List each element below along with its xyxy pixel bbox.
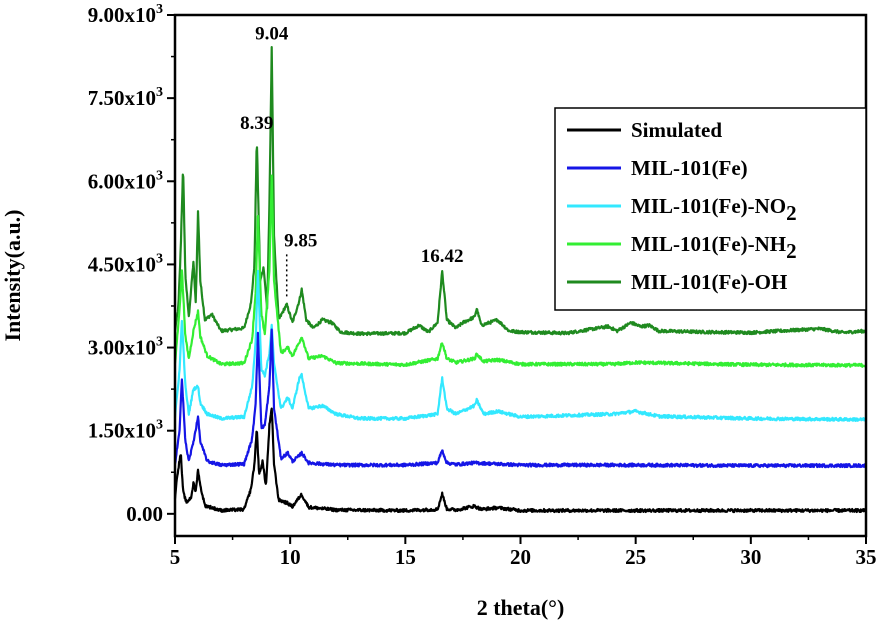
x-tick-label: 10 [280, 545, 301, 569]
x-tick-label: 25 [625, 545, 646, 569]
peak-annotation: 16.42 [421, 246, 464, 267]
x-tick-label: 5 [170, 545, 181, 569]
x-tick-label: 30 [740, 545, 761, 569]
series-line-mil-101-fe-no2 [173, 269, 868, 422]
y-tick-label: 6.00x103 [88, 168, 163, 193]
y-tick-label: 4.50x103 [88, 251, 163, 276]
series-line-mil-101-fe-nh2 [173, 174, 867, 368]
legend: Simulated MIL-101(Fe) MIL-101(Fe)-NO2 MIL-1… [554, 107, 867, 311]
series-line-mil-101-fe-oh [173, 46, 867, 337]
peak-annotation: 8.39 [240, 113, 273, 134]
y-tick-label: 3.00x103 [88, 335, 163, 360]
annotation-layer: 9.04 8.39 9.85 16.42 [240, 23, 464, 297]
x-axis: 5 10 15 20 25 30 35 [170, 536, 877, 569]
series-line-simulated [173, 407, 867, 514]
y-axis: 0.00 1.50x103 3.00x103 4.50x103 6.00x103 7.50… [88, 2, 175, 526]
series-line-mil-101-fe [173, 328, 867, 469]
peak-annotation: 9.04 [255, 23, 289, 44]
x-tick-label: 20 [510, 545, 531, 569]
legend-label: Simulated [631, 118, 722, 142]
legend-label: MIL-101(Fe)-OH [631, 270, 787, 294]
y-tick-label: 7.50x103 [88, 85, 163, 110]
y-axis-title: Intensity(a.u.) [0, 209, 25, 341]
y-tick-label: 9.00x103 [88, 2, 163, 27]
legend-label: MIL-101(Fe)-NO2 [631, 194, 797, 225]
x-tick-label: 15 [395, 545, 416, 569]
x-axis-title: 2 theta(°) [477, 595, 565, 620]
x-tick-label: 35 [856, 545, 877, 569]
y-tick-label: 1.50x103 [88, 418, 163, 443]
legend-box [554, 107, 867, 311]
series-layer [173, 46, 868, 514]
legend-label: MIL-101(Fe) [631, 156, 748, 180]
y-tick-label: 0.00 [126, 502, 163, 526]
peak-annotation: 9.85 [284, 230, 317, 251]
legend-label: MIL-101(Fe)-NH2 [631, 232, 797, 263]
